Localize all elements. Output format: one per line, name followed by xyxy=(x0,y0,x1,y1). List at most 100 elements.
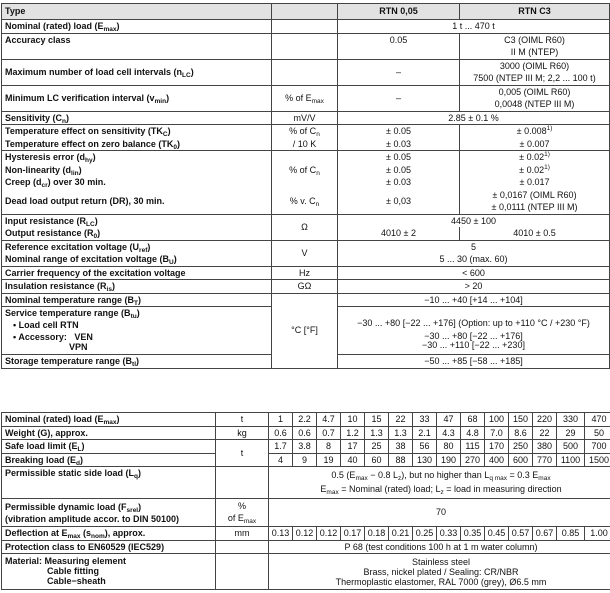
value-cell: 15 xyxy=(364,412,389,427)
value-cell: 0.13 xyxy=(268,526,293,541)
row-value-col2: ± 0.007 xyxy=(459,137,610,151)
nominal-load-row: Nominal (rated) load (Emax) 1 t ... 470 … xyxy=(1,19,610,34)
reference-excitation-row: Reference excitation voltage (Uref) V 5 xyxy=(1,239,610,267)
row-value: 5 xyxy=(337,239,610,254)
row-unit: % of Cn xyxy=(271,124,338,138)
value-cell: 1500 xyxy=(584,452,610,467)
value-cell: 220 xyxy=(532,412,557,427)
cable-sheath-value: Thermoplastic elastomer, RAL 7000 (grey)… xyxy=(335,576,547,587)
value-cell: 170 xyxy=(484,439,509,454)
row-unit: V xyxy=(271,239,338,267)
row-label: Dead load output return (DR), 30 min. xyxy=(1,188,272,215)
value-cell: 700 xyxy=(584,439,610,454)
value-cell: 7.0 xyxy=(484,425,509,440)
row-unit: t xyxy=(215,439,269,467)
max-intervals-row: Maximum number of load cell intervals (n… xyxy=(1,58,610,86)
sensitivity-row: Sensitivity (Cn) mV/V 2.85 ± 0.1 % xyxy=(1,110,610,125)
row-value-col1: ± 0.05 xyxy=(337,163,460,177)
side-load-legend: Emax = Nominal (rated) load; Lz = load i… xyxy=(320,484,562,496)
row-value-col2: C3 (OIML R60) xyxy=(459,32,610,47)
value-cell: 3.8 xyxy=(292,439,317,454)
row-label: Protection class to EN60529 (IEC529) xyxy=(1,539,216,554)
load-cell-label: • Load cell RTN xyxy=(13,320,79,330)
value-cell: 4.3 xyxy=(436,425,461,440)
row-value-col1: ± 0.03 xyxy=(337,176,460,189)
row-value: P 68 (test conditions 100 h at 1 m water… xyxy=(268,539,610,554)
value-cell: 17 xyxy=(340,439,365,454)
value-cell: 0.85 xyxy=(556,526,585,541)
weight-row: Weight (G), approx. kg 0.6 0.6 0.7 1.2 1.3 1.… xyxy=(1,425,610,440)
row-label: Breaking load (Ed) xyxy=(1,452,216,467)
type-header: Type xyxy=(1,3,272,20)
rtn-005-header: RTN 0,05 xyxy=(337,3,460,20)
breaking-load-row: Breaking load (Ed) 4 9 19 40 60 88 130 190 270 40… xyxy=(1,452,610,467)
deflection-row: Deflection at Emax (snom), approx. mm 0.… xyxy=(1,526,610,541)
nonlinearity-row: Non-linearity (dlin) ± 0.05 ± 0.021) xyxy=(1,163,610,177)
row-value-col1: ± 0.03 xyxy=(337,137,460,151)
row-value-col1: ± 0.05 xyxy=(337,124,460,138)
value-cell: 1100 xyxy=(556,452,585,467)
row-label: Minimum LC verification interval (vmin) xyxy=(1,84,272,112)
value-cell: 0.25 xyxy=(412,526,437,541)
row-value: −50 ... +85 [−58 ... +185] xyxy=(337,354,610,369)
rtn-c3-header: RTN C3 xyxy=(459,3,610,20)
row-label: Weight (G), approx. xyxy=(1,425,216,440)
row-unit: / 10 K xyxy=(271,137,338,151)
service-label: Service temperature range (Btu) xyxy=(5,308,140,320)
value-cell: 270 xyxy=(460,452,485,467)
storage-temperature-row: Storage temperature range (Btl) −50 ... … xyxy=(1,354,610,369)
excitation-range-row: Nominal range of excitation voltage (BU)… xyxy=(1,253,610,267)
value-cell: 1.7 xyxy=(268,439,293,454)
row-unit: GΩ xyxy=(271,279,338,294)
row-label: Permissible dynamic load (Fsrel) (vibrat… xyxy=(1,498,216,527)
row-value: 2.85 ± 0.1 % xyxy=(337,110,610,125)
row-unit xyxy=(215,466,269,499)
row-value-col2: 0,0048 (NTEP III M) xyxy=(459,98,610,112)
value-cell: 4.7 xyxy=(316,412,341,427)
row-unit: mm xyxy=(215,526,269,541)
row-value-col2: II M (NTEP) xyxy=(459,46,610,60)
ven-value: −30 ... +80 [−22 ... +176] xyxy=(424,331,523,341)
input-resistance-row: Input resistance (RLC) Ω 4450 ± 100 xyxy=(1,213,610,241)
value-cell: 500 xyxy=(556,439,585,454)
row-value-col2: ± 0,0111 (NTEP III M) xyxy=(459,201,610,215)
row-value-col2: ± 0.021) xyxy=(459,163,610,177)
unit-header xyxy=(271,3,338,20)
row-unit xyxy=(215,539,269,554)
value-cell: 1.3 xyxy=(388,425,413,440)
value-cell: 38 xyxy=(388,439,413,454)
load-cell-value: −30 ... +80 [−22 ... +176] (Option: up t… xyxy=(357,318,590,328)
unit-line: % xyxy=(237,501,246,511)
side-load-row: Permissible static side load (Lq) 0.5 (E… xyxy=(1,466,610,499)
value-cell: 0.6 xyxy=(268,425,293,440)
value-cell: 0.18 xyxy=(364,526,389,541)
row-value: 1 t ... 470 t xyxy=(337,19,610,34)
value-cell: 380 xyxy=(532,439,557,454)
material-label: Material: Measuring element xyxy=(5,556,127,566)
value-cell: 33 xyxy=(412,412,437,427)
specs-table-general: Type RTN 0,05 RTN C3 Nominal (rated) loa… xyxy=(1,3,610,369)
row-label: Carrier frequency of the excitation volt… xyxy=(1,265,272,280)
value-cell: 68 xyxy=(460,412,485,427)
ven-label: VEN xyxy=(74,332,93,342)
value-cell: 4 xyxy=(268,452,293,467)
value-cell: 2.1 xyxy=(412,425,437,440)
cable-fitting-value: Brass, nickel plated / Sealing: CR/NBR xyxy=(363,566,519,577)
row-unit xyxy=(271,32,338,60)
row-label: Non-linearity (dlin) xyxy=(1,163,272,177)
row-value-col1: ± 0.05 xyxy=(337,150,460,164)
row-label: Nominal temperature range (BT) xyxy=(1,292,272,307)
value-cell: 0.12 xyxy=(292,526,317,541)
value-cell: 9 xyxy=(292,452,317,467)
row-value: 4450 ± 100 xyxy=(337,213,610,228)
measuring-element-value: Stainless steel xyxy=(411,556,471,567)
value-cell: 130 xyxy=(412,452,437,467)
row-unit: % of Emax xyxy=(271,84,338,112)
value-cell: 770 xyxy=(532,452,557,467)
value-cell: 0.7 xyxy=(316,425,341,440)
row-unit: °C [°F] xyxy=(271,292,338,369)
row-value-col1: – xyxy=(337,58,460,86)
row-value-col2: 3000 (OIML R60) xyxy=(459,58,610,73)
row-label: Permissible static side load (Lq) xyxy=(1,466,216,499)
row-unit: % of Cn xyxy=(271,150,338,189)
